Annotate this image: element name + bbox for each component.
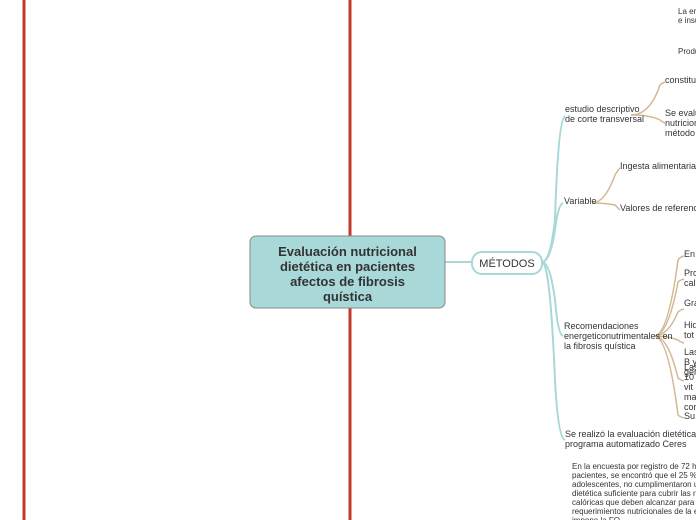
node-label: 10 xyxy=(684,372,694,382)
node-label: cal xyxy=(684,278,696,288)
node-label: Su xyxy=(684,411,695,421)
node-label: constituid xyxy=(665,75,696,85)
node-label: estudio descriptivo xyxy=(565,104,640,114)
node-label: dietética suficiente para cubrir las rec xyxy=(572,489,696,498)
node-label: método d xyxy=(665,128,696,138)
node-label: Pro xyxy=(684,268,696,278)
node-label: Las xyxy=(684,362,696,372)
node-label: Las xyxy=(684,347,696,357)
node-label: Hid xyxy=(684,320,696,330)
node-label: vit xyxy=(684,382,693,392)
node-label: En la encuesta por registro de 72 h re xyxy=(572,462,696,471)
node-label: pacientes, se encontró que el 25 % d xyxy=(572,471,696,480)
sub-branch-link xyxy=(654,336,684,381)
node-label: la fibrosis quística xyxy=(564,341,636,351)
node-label: Valores de referencia xyxy=(620,203,696,213)
node-label: Ingesta alimentaria xyxy=(620,161,696,171)
mindmap-canvas: Evaluación nutricionaldietética en pacie… xyxy=(0,0,696,520)
node-label: En xyxy=(684,249,695,259)
root-label: Evaluación nutricional xyxy=(278,244,417,259)
node-label: energeticonutrimentales en xyxy=(564,331,673,341)
node-label: de corte transversal xyxy=(565,114,644,124)
sub-branch-link xyxy=(654,256,684,336)
node-label: programa automatizado Ceres xyxy=(565,439,687,449)
node-label: ma xyxy=(684,392,696,402)
node-label: Se evaluó xyxy=(665,108,696,118)
root-label: dietética en pacientes xyxy=(280,259,415,274)
node-label: calóricas que deben alcanzar para cu xyxy=(572,498,696,507)
cut-text: e insu xyxy=(678,16,696,25)
node-label: Gra xyxy=(684,298,696,308)
node-label: Recomendaciones xyxy=(564,321,639,331)
node-label: impone la FQ. xyxy=(572,516,622,520)
node-label: Se realizó la evaluación dietética media xyxy=(565,429,696,439)
category-label: MÉTODOS xyxy=(479,257,534,270)
cut-text: La enf xyxy=(678,7,696,16)
root-label: quística xyxy=(323,289,373,304)
root-label: afectos de fibrosis xyxy=(290,274,405,289)
node-label: adolescentes, no cumplimentaron una xyxy=(572,480,696,489)
cut-text: Produc xyxy=(678,47,696,56)
node-label: nutricion xyxy=(665,118,696,128)
sub-branch-link xyxy=(654,336,684,418)
node-label: requerimientos nutricionales de la ed xyxy=(572,507,696,516)
node-label: tot xyxy=(684,330,695,340)
node-label: Variable xyxy=(564,196,596,206)
